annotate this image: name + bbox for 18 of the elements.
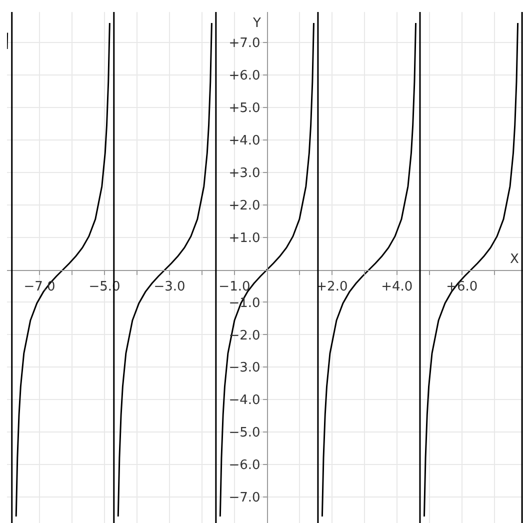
y-tick-label: +6.0 <box>228 68 260 84</box>
x-tick-label: −3.0 <box>154 279 186 294</box>
y-tick-label: +3.0 <box>228 166 260 181</box>
x-tick-label: +2.0 <box>316 279 348 294</box>
y-tick-label: −6.0 <box>228 458 260 474</box>
y-tick-label: +5.0 <box>228 101 260 116</box>
y-tick-label: +1.0 <box>228 230 260 246</box>
x-axis-title: X <box>510 252 519 267</box>
y-tick-label: −7.0 <box>228 490 260 506</box>
y-tick-label: +7.0 <box>228 36 260 52</box>
y-axis-title: Y <box>252 16 261 31</box>
y-tick-label: +4.0 <box>228 133 260 148</box>
x-tick-label: −1.0 <box>218 279 250 294</box>
y-tick-label: −3.0 <box>228 360 260 376</box>
y-tick-label: −4.0 <box>228 393 260 408</box>
x-tick-label: +4.0 <box>381 279 413 294</box>
y-tick-label: −5.0 <box>228 426 260 441</box>
y-tick-label: +2.0 <box>228 198 260 214</box>
